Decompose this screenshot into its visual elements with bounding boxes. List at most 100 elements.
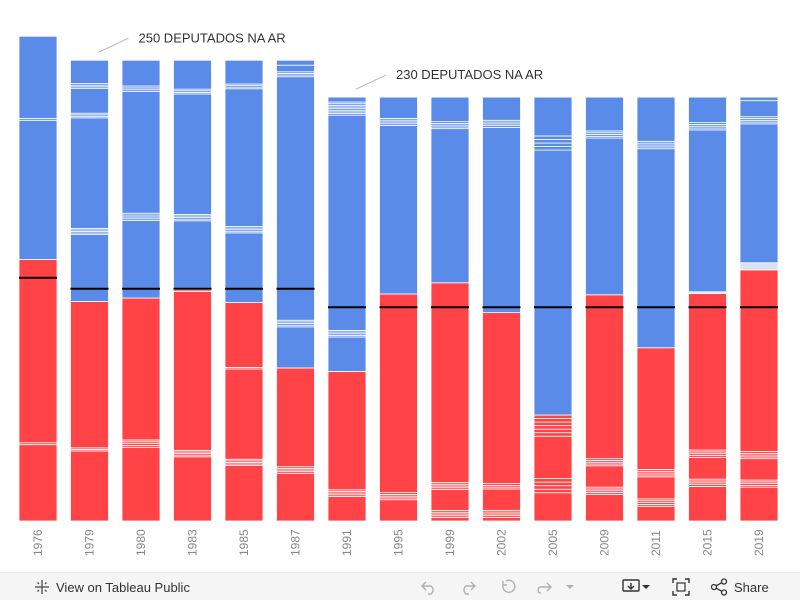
right-party-segment-2005-4[interactable] <box>533 135 573 140</box>
left-party-segment-1976-2[interactable] <box>18 259 58 444</box>
right-party-segment-2009-5[interactable] <box>585 96 624 132</box>
fullscreen-button[interactable] <box>672 573 690 601</box>
right-party-segment-1985-0[interactable] <box>224 232 264 303</box>
right-party-segment-2005-2[interactable] <box>533 142 573 147</box>
right-party-segment-2005-1[interactable] <box>533 146 573 151</box>
right-party-segment-2011-5[interactable] <box>636 96 676 142</box>
left-party-segment-2015-10[interactable] <box>688 293 727 451</box>
download-button[interactable] <box>622 573 650 601</box>
left-party-segment-2002-5[interactable] <box>482 488 521 511</box>
left-party-segment-2005-1[interactable] <box>533 488 573 494</box>
left-party-segment-1999-10[interactable] <box>430 282 470 483</box>
left-party-segment-1979-0[interactable] <box>70 450 109 522</box>
right-party-segment-1991-5[interactable] <box>327 114 367 331</box>
right-party-segment-2005-3[interactable] <box>533 139 573 144</box>
right-party-segment-2009-0[interactable] <box>585 137 624 296</box>
left-party-segment-1999-0[interactable] <box>430 517 470 522</box>
left-party-segment-2005-11[interactable] <box>533 414 573 419</box>
right-party-segment-2005-5[interactable] <box>533 96 573 137</box>
left-party-segment-1991-5[interactable] <box>327 371 367 491</box>
right-party-segment-1999-5[interactable] <box>430 96 470 123</box>
top-party-segment-2019-0[interactable] <box>739 96 779 102</box>
left-party-segment-2009-10[interactable] <box>585 294 624 460</box>
right-party-segment-2005-0[interactable] <box>533 149 573 416</box>
left-party-segment-2009-0[interactable] <box>585 493 624 522</box>
left-party-segment-2015-5[interactable] <box>688 456 727 480</box>
right-party-segment-1985-5[interactable] <box>224 88 264 227</box>
left-party-segment-2019-10[interactable] <box>739 269 779 452</box>
left-party-segment-2005-10[interactable] <box>533 418 573 423</box>
right-party-segment-1995-5[interactable] <box>379 96 418 119</box>
right-party-segment-1979-0[interactable] <box>70 234 109 302</box>
right-party-segment-1999-0[interactable] <box>430 128 470 284</box>
left-party-segment-2005-0[interactable] <box>533 492 573 522</box>
left-party-segment-1979-3[interactable] <box>70 301 109 449</box>
left-party-segment-1976-0[interactable] <box>18 444 58 522</box>
left-party-segment-2011-0[interactable] <box>636 505 676 522</box>
right-party-segment-1979-5[interactable] <box>70 117 109 229</box>
left-party-segment-1980-0[interactable] <box>121 446 161 522</box>
left-party-segment-2019-5[interactable] <box>739 458 779 481</box>
other-party-segment-2019-0[interactable] <box>739 262 779 271</box>
left-party-segment-1987-5[interactable] <box>276 367 315 468</box>
right-party-segment-2002-0[interactable] <box>482 126 521 314</box>
left-party-segment-2002-0[interactable] <box>482 517 521 522</box>
left-party-segment-1985-5[interactable] <box>224 368 264 460</box>
left-party-segment-1985-7[interactable] <box>224 302 264 368</box>
left-party-segment-2011-5[interactable] <box>636 476 676 500</box>
right-party-segment-1980-5[interactable] <box>121 91 161 214</box>
left-party-segment-1995-0[interactable] <box>379 499 418 522</box>
left-party-segment-1995-5[interactable] <box>379 293 418 494</box>
right-party-segment-1995-0[interactable] <box>379 125 418 295</box>
left-party-segment-1980-5[interactable] <box>121 297 161 441</box>
right-party-segment-1987-9[interactable] <box>276 64 315 73</box>
left-party-segment-1983-0[interactable] <box>173 456 212 522</box>
right-party-segment-1983-9[interactable] <box>173 59 212 90</box>
left-party-segment-2005-7[interactable] <box>533 428 573 434</box>
right-party-segment-1987-5[interactable] <box>276 76 315 321</box>
right-party-segment-1983-5[interactable] <box>173 93 212 215</box>
revert-button[interactable] <box>498 573 516 601</box>
right-party-segment-1983-0[interactable] <box>173 220 212 291</box>
left-party-segment-2011-10[interactable] <box>636 347 676 470</box>
left-party-segment-2005-8[interactable] <box>533 425 573 430</box>
left-party-segment-1983-5[interactable] <box>173 291 212 451</box>
right-party-segment-1976-2[interactable] <box>18 35 58 119</box>
left-party-segment-2005-9[interactable] <box>533 421 573 427</box>
left-party-segment-1987-0[interactable] <box>276 472 315 522</box>
right-party-segment-1980-0[interactable] <box>121 220 161 299</box>
right-party-segment-1979-9[interactable] <box>70 87 109 114</box>
left-party-segment-1991-0[interactable] <box>327 495 367 522</box>
right-party-segment-2015-0[interactable] <box>688 129 727 293</box>
forward-dropdown[interactable] <box>565 573 575 601</box>
left-party-segment-1985-0[interactable] <box>224 465 264 522</box>
right-party-segment-1980-9[interactable] <box>121 59 161 87</box>
view-on-tableau-link[interactable]: View on Tableau Public <box>34 573 190 601</box>
left-party-segment-2002-9[interactable] <box>482 312 521 484</box>
left-party-segment-1999-5[interactable] <box>430 489 470 511</box>
right-party-segment-1991-0[interactable] <box>327 336 367 372</box>
right-party-segment-2015-5[interactable] <box>688 96 727 123</box>
undo-button[interactable] <box>420 573 438 601</box>
right-party-segment-1987-0[interactable] <box>276 326 315 369</box>
right-party-segment-1979-13[interactable] <box>70 59 109 84</box>
right-party-segment-1985-9[interactable] <box>224 59 264 85</box>
right-party-segment-2019-5[interactable] <box>739 100 779 118</box>
share-button[interactable]: Share <box>710 573 769 601</box>
right-party-segment-1976-0[interactable] <box>18 119 58 260</box>
top-party-segment-1987-0[interactable] <box>276 59 315 66</box>
left-party-segment-2005-4[interactable] <box>533 478 573 483</box>
top-party-segment-1991-0[interactable] <box>327 96 367 103</box>
left-party-segment-2005-5[interactable] <box>533 435 573 480</box>
right-party-segment-2011-0[interactable] <box>636 148 676 349</box>
left-party-segment-2005-6[interactable] <box>533 432 573 437</box>
left-party-segment-2005-2[interactable] <box>533 485 573 490</box>
left-party-segment-2015-0[interactable] <box>688 486 727 522</box>
left-party-segment-2009-5[interactable] <box>585 465 624 488</box>
forward-button[interactable] <box>536 573 554 601</box>
left-party-segment-2019-0[interactable] <box>739 486 779 522</box>
left-party-segment-2005-3[interactable] <box>533 481 573 487</box>
right-party-segment-2019-0[interactable] <box>739 123 779 264</box>
right-party-segment-2002-5[interactable] <box>482 96 521 121</box>
redo-button[interactable] <box>459 573 477 601</box>
